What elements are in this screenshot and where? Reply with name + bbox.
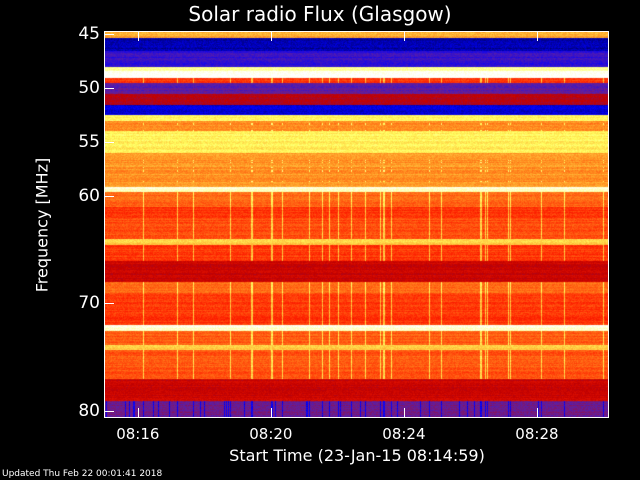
x-tick-label: 08:28 — [515, 425, 559, 443]
y-axis-label: Frequency [MHz] — [32, 157, 52, 293]
x-tick-mark — [403, 31, 405, 41]
y-tick-mark — [104, 411, 114, 412]
y-tick-mark — [104, 87, 114, 89]
y-tick-mark — [104, 303, 114, 305]
y-tick-label: 55 — [78, 131, 100, 152]
spectrogram-heatmap — [105, 32, 608, 417]
y-tick-mark — [104, 34, 114, 35]
plot-frame — [104, 31, 609, 418]
y-tick-label: 45 — [78, 24, 100, 44]
x-tick-mark — [536, 408, 538, 418]
y-tick-label: 80 — [78, 401, 100, 421]
x-tick-label: 08:16 — [116, 425, 160, 443]
x-tick-label: 08:24 — [382, 425, 426, 443]
y-tick-label: 50 — [78, 77, 100, 98]
x-tick-mark — [270, 408, 272, 418]
x-tick-label: 08:20 — [249, 425, 293, 443]
y-tick-label: 60 — [78, 185, 100, 206]
x-axis-label: Start Time (23-Jan-15 08:14:59) — [229, 446, 485, 465]
x-tick-mark — [403, 408, 405, 418]
x-tick-mark — [137, 408, 139, 418]
y-tick-mark — [104, 141, 114, 143]
x-tick-mark — [536, 31, 538, 41]
x-tick-mark — [137, 31, 139, 41]
y-tick-mark — [104, 195, 114, 197]
x-tick-mark — [270, 31, 272, 41]
chart-title: Solar radio Flux (Glasgow) — [188, 2, 452, 26]
updated-timestamp: Updated Thu Feb 22 00:01:41 2018 — [2, 469, 163, 479]
y-tick-label: 70 — [78, 293, 100, 314]
